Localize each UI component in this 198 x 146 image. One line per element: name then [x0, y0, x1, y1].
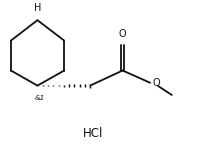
Text: O: O: [119, 29, 126, 39]
Text: HCl: HCl: [83, 127, 103, 140]
Text: O: O: [153, 78, 161, 88]
Text: H: H: [34, 3, 41, 13]
Text: &1: &1: [34, 95, 45, 101]
